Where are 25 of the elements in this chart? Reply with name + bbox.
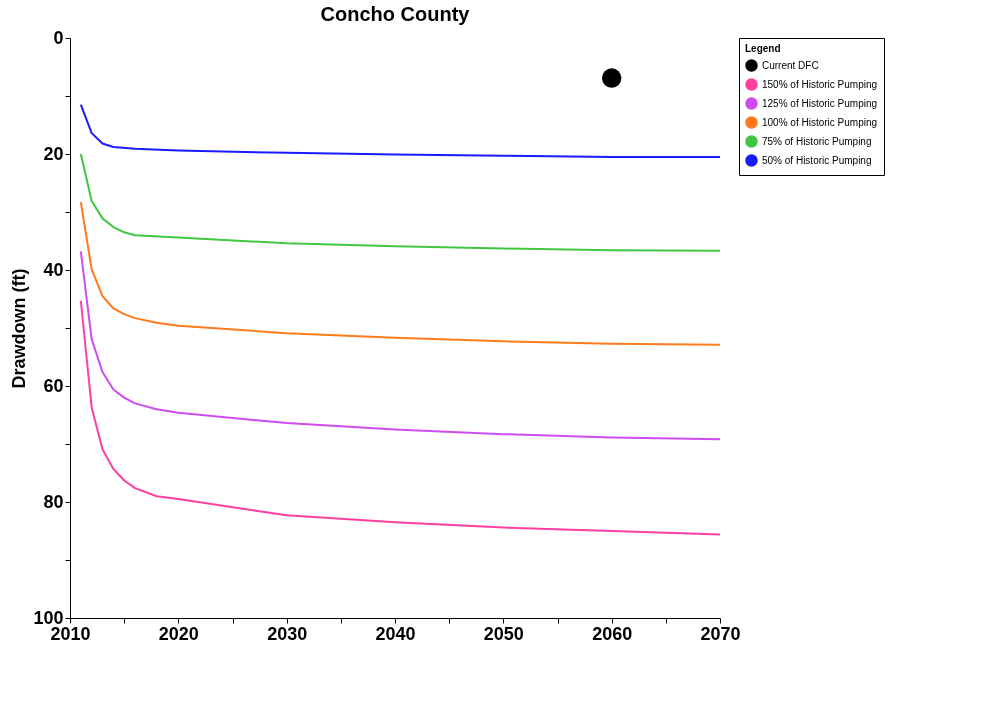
line-series [79,153,721,252]
x-tick-label: 2060 [592,623,633,644]
chart-title: Concho County [320,3,471,25]
line-series [79,103,721,158]
y-axis-title: Drawdown (ft) [9,268,30,389]
y-tick-label: 0 [53,27,64,48]
y-tick-label: 80 [43,491,64,512]
line-series [79,250,721,441]
legend-label: 75% of Historic Pumping [762,135,872,147]
legend-label: Current DFC [762,59,819,71]
line-series [79,201,721,346]
y-tick-label: 40 [43,259,64,280]
x-tick-label: 2050 [483,623,524,644]
x-tick-label: 2020 [158,623,199,644]
legend-title: Legend [745,43,781,54]
y-tick-label: 20 [43,143,64,164]
y-tick-label: 60 [43,375,64,396]
line-series [79,299,721,536]
legend-label: 125% of Historic Pumping [762,97,878,109]
x-tick-label: 2070 [700,623,741,644]
legend-label: 150% of Historic Pumping [762,78,878,90]
legend-label: 50% of Historic Pumping [762,154,872,166]
legend-label: 100% of Historic Pumping [762,116,878,128]
x-tick-label: 2030 [267,623,308,644]
x-tick-label: 2040 [375,623,416,644]
